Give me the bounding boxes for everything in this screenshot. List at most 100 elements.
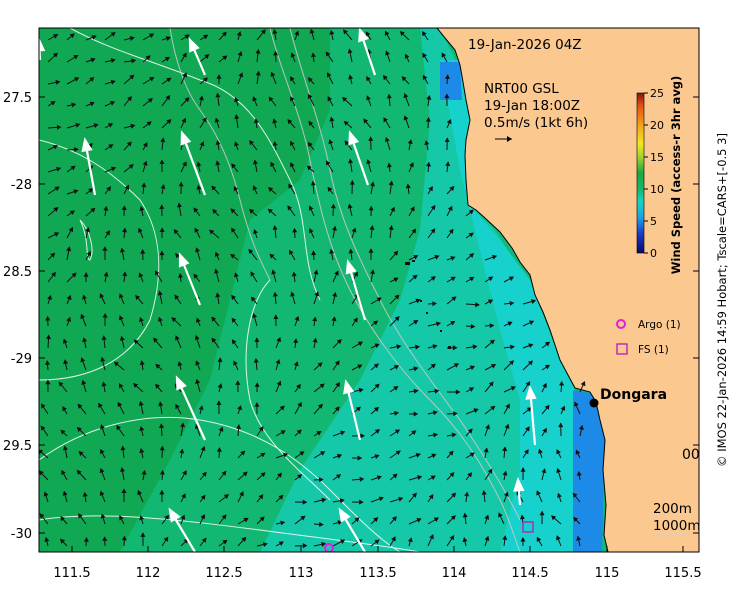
current-arrow-head (241, 536, 247, 542)
current-arrow-head (434, 254, 440, 260)
current-arrow-head (399, 30, 405, 36)
current-arrow-head (107, 123, 114, 128)
current-arrow-head (326, 72, 332, 78)
current-arrow-head (140, 532, 146, 537)
current-arrow-head (60, 515, 66, 522)
current-arrow-head (307, 77, 313, 83)
current-arrow-head (539, 510, 545, 516)
current-arrow-head (317, 403, 323, 409)
ocean-cyan-region (440, 60, 575, 552)
current-arrow-head (487, 299, 494, 304)
current-arrow-head (398, 496, 404, 502)
current-arrow-head (81, 379, 87, 386)
current-arrow-head (211, 337, 217, 343)
current-arrow-head (252, 96, 258, 102)
current-arrow-head (215, 292, 221, 298)
current-arrow-head (528, 320, 535, 326)
current-arrow-head (317, 362, 323, 368)
current-arrow-head (252, 159, 258, 165)
current-arrow-head (177, 361, 183, 367)
current-arrow-head (468, 232, 474, 238)
current-arrow-head (489, 323, 495, 329)
current-arrow-head (110, 79, 116, 85)
current-arrow-head (138, 227, 143, 233)
current-arrow-head (560, 405, 566, 411)
current-arrow-head (234, 272, 239, 278)
wind-arrow-head (188, 37, 200, 53)
current-arrow-head (327, 96, 333, 102)
current-arrow-head (66, 246, 72, 252)
depth-label-200m: 200m (653, 501, 692, 517)
current-arrow-head (71, 102, 77, 108)
current-vectors (39, 28, 586, 549)
current-arrow-head (159, 250, 165, 256)
current-arrow-head (417, 475, 423, 480)
current-arrow-head (430, 475, 436, 481)
current-arrow-head (76, 469, 82, 475)
current-arrow-head (182, 72, 187, 78)
argo-marker[interactable] (324, 543, 334, 552)
current-arrow-head (505, 403, 510, 409)
land-mass (436, 28, 699, 552)
current-arrow-head (368, 205, 374, 211)
current-arrow-head (475, 302, 480, 308)
current-arrow-head (45, 360, 51, 365)
current-arrow-head (138, 272, 144, 278)
x-tick-label: 113 (289, 566, 314, 581)
current-arrow-head (386, 93, 392, 99)
current-arrow-head (373, 363, 379, 369)
current-arrow-head (87, 142, 93, 148)
current-arrow-head (231, 294, 236, 301)
current-arrow-head (368, 248, 374, 253)
current-arrow-head (277, 472, 282, 478)
current-arrow-head (179, 448, 185, 454)
current-arrow-head (218, 426, 224, 432)
current-arrow-head (237, 405, 242, 411)
current-arrow-head (199, 141, 205, 147)
current-arrow-head (117, 401, 123, 408)
current-arrow-head (574, 401, 579, 407)
current-arrow-head (503, 491, 509, 497)
current-arrow-head (445, 161, 451, 167)
current-arrow-head (215, 160, 221, 166)
current-arrow-head (233, 185, 239, 192)
current-arrow-head (329, 29, 335, 35)
current-arrow-head (444, 137, 450, 143)
current-arrow-head (69, 33, 75, 39)
current-arrow-head (174, 294, 180, 300)
current-arrow-head (308, 120, 314, 127)
current-arrow-head (102, 536, 108, 541)
current-arrow-head (359, 476, 365, 482)
dongara-marker[interactable] (589, 398, 599, 408)
current-arrow-head (50, 101, 56, 106)
current-arrow-head (239, 491, 244, 497)
current-arrow-head (300, 515, 306, 521)
current-arrow-head (455, 389, 461, 395)
wind-arrow-head (348, 130, 360, 146)
current-arrow-head (217, 383, 223, 389)
current-arrow-head (374, 454, 380, 459)
current-arrow-head (327, 186, 333, 192)
current-arrow-head (46, 334, 52, 340)
current-arrow-head (290, 52, 296, 58)
current-arrow-head (194, 423, 200, 430)
current-arrow-head (491, 254, 498, 260)
current-arrow-head (290, 291, 296, 297)
current-arrow-head (449, 472, 455, 478)
current-arrow-head (160, 137, 166, 143)
current-arrow-head (412, 492, 417, 498)
y-tick-label: 28.5 (3, 265, 32, 280)
current-arrow-head (393, 250, 399, 256)
colorbar-tick-label: 0 (650, 247, 657, 260)
current-arrow-head (159, 159, 165, 164)
current-arrow-head (180, 422, 186, 428)
current-arrow-head (369, 225, 375, 230)
current-arrow-head (467, 428, 473, 434)
fs-marker[interactable] (522, 521, 534, 533)
current-arrow-head (74, 146, 79, 153)
source-line-3: 0.5m/s (1kt 6h) (484, 115, 588, 131)
current-arrow-head (395, 450, 401, 456)
current-arrow-head (254, 402, 260, 407)
current-arrow-head (310, 180, 316, 186)
current-arrow-head (468, 387, 475, 392)
